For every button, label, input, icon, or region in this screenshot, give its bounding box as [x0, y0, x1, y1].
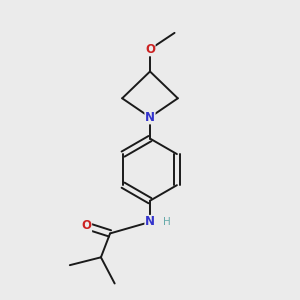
Text: H: H — [163, 217, 171, 227]
Text: N: N — [145, 111, 155, 124]
Text: O: O — [145, 43, 155, 56]
Text: N: N — [145, 215, 155, 229]
Text: O: O — [82, 219, 92, 232]
